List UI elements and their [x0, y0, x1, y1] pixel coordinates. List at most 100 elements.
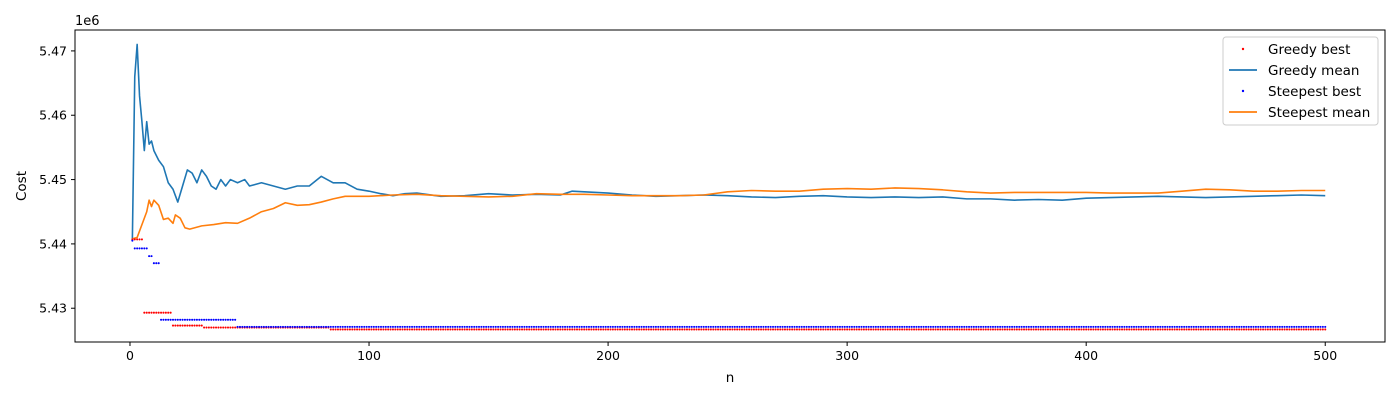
- data-point: [1295, 325, 1298, 328]
- data-point: [822, 328, 825, 331]
- data-point: [1219, 328, 1222, 331]
- data-point: [444, 325, 447, 328]
- data-point: [1063, 328, 1066, 331]
- data-point: [542, 328, 545, 331]
- data-point: [408, 325, 411, 328]
- data-point: [779, 325, 782, 328]
- data-point: [255, 325, 258, 328]
- data-point: [690, 325, 693, 328]
- data-point: [382, 328, 385, 331]
- data-point: [1135, 325, 1138, 328]
- data-point: [1216, 325, 1219, 328]
- data-point: [1297, 325, 1300, 328]
- series-points-greedy-best: [131, 238, 1327, 331]
- data-point: [1228, 325, 1231, 328]
- data-point: [1164, 328, 1167, 331]
- data-point: [336, 328, 340, 331]
- data-point: [939, 328, 942, 331]
- data-point: [346, 325, 349, 328]
- data-point: [762, 328, 765, 331]
- data-point: [1149, 328, 1152, 331]
- data-point: [1044, 328, 1047, 331]
- y-offset-label: 1e6: [75, 14, 100, 29]
- data-point: [571, 325, 574, 328]
- data-point: [348, 328, 351, 331]
- data-point: [520, 325, 524, 328]
- data-point: [1011, 325, 1014, 328]
- data-point: [724, 325, 727, 328]
- data-point: [1238, 325, 1241, 328]
- data-point: [733, 328, 736, 331]
- data-point: [1300, 328, 1303, 331]
- data-point: [344, 328, 347, 331]
- data-point: [996, 325, 999, 328]
- data-point: [463, 328, 466, 331]
- data-point: [810, 325, 813, 328]
- data-point: [439, 325, 442, 328]
- data-point: [666, 328, 669, 331]
- data-point: [1130, 328, 1133, 331]
- data-point: [650, 325, 653, 328]
- data-point: [891, 328, 894, 331]
- data-point: [411, 328, 414, 331]
- data-point: [934, 328, 937, 331]
- data-point: [241, 325, 244, 328]
- data-point: [834, 325, 837, 328]
- data-point: [1161, 325, 1164, 328]
- data-point: [924, 328, 928, 331]
- data-point: [482, 325, 485, 328]
- data-point: [171, 318, 175, 321]
- data-point: [1140, 325, 1143, 328]
- data-point: [568, 328, 571, 331]
- data-point: [717, 325, 720, 328]
- data-point: [1120, 328, 1124, 331]
- data-point: [707, 328, 710, 331]
- data-point: [1042, 325, 1045, 328]
- data-point: [590, 325, 593, 328]
- data-point: [1039, 328, 1042, 331]
- data-point: [685, 328, 689, 331]
- data-point: [700, 328, 703, 331]
- data-point: [929, 328, 932, 331]
- data-point: [210, 326, 213, 329]
- data-point: [384, 325, 387, 328]
- data-point: [1061, 325, 1064, 328]
- data-point: [1111, 325, 1114, 328]
- data-point: [1207, 325, 1210, 328]
- data-point: [903, 325, 906, 328]
- data-point: [418, 328, 421, 331]
- data-point: [922, 325, 925, 328]
- data-point: [693, 325, 696, 328]
- data-point: [1104, 328, 1107, 331]
- data-point: [810, 328, 813, 331]
- data-point: [559, 325, 562, 328]
- data-point: [1183, 325, 1186, 328]
- data-point: [310, 325, 313, 328]
- data-point: [360, 325, 363, 328]
- data-point: [812, 328, 815, 331]
- data-point: [391, 328, 394, 331]
- data-point: [877, 325, 880, 328]
- data-point: [874, 325, 877, 328]
- data-point: [518, 328, 521, 331]
- data-point: [788, 325, 791, 328]
- data-point: [991, 328, 995, 331]
- data-point: [575, 325, 579, 328]
- data-point: [1259, 328, 1262, 331]
- data-point: [162, 318, 165, 321]
- data-point: [1116, 325, 1119, 328]
- data-point: [908, 328, 911, 331]
- data-point: [996, 328, 999, 331]
- data-point: [535, 328, 538, 331]
- data-point: [384, 328, 387, 331]
- data-point: [960, 325, 963, 328]
- data-point: [1245, 328, 1248, 331]
- data-point: [697, 325, 700, 328]
- data-point: [353, 325, 356, 328]
- data-point: [195, 318, 198, 321]
- data-point: [305, 325, 308, 328]
- data-point: [143, 247, 146, 250]
- data-point: [965, 328, 968, 331]
- data-point: [1082, 328, 1085, 331]
- data-point: [1185, 328, 1188, 331]
